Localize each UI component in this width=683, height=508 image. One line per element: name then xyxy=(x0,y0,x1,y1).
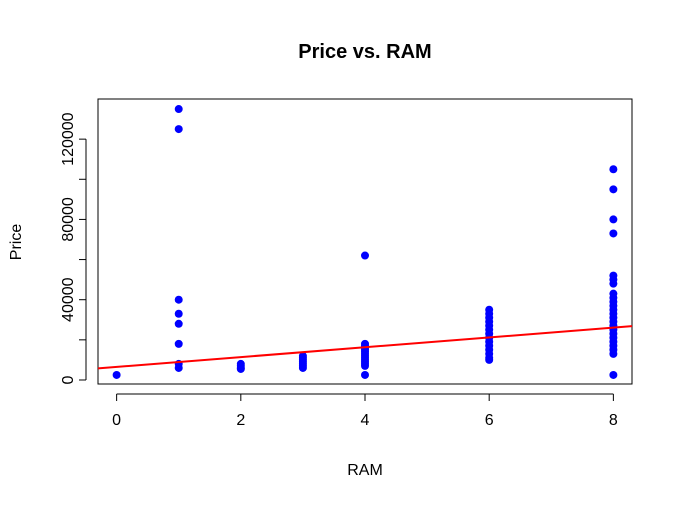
chart-title: Price vs. RAM xyxy=(298,41,431,63)
data-point xyxy=(174,105,183,114)
y-tick-label: 40000 xyxy=(60,277,77,322)
data-point xyxy=(609,165,618,174)
data-point xyxy=(361,370,369,379)
regression-line xyxy=(97,325,633,370)
data-point xyxy=(609,229,618,238)
data-point xyxy=(361,361,369,370)
x-tick-label: 6 xyxy=(485,412,494,429)
data-point xyxy=(174,339,183,348)
x-tick-label: 2 xyxy=(236,412,245,429)
data-point xyxy=(361,251,369,260)
data-point xyxy=(112,370,121,379)
data-point xyxy=(174,319,183,328)
data-point xyxy=(174,363,183,372)
data-point xyxy=(174,309,183,318)
y-tick-label: 120000 xyxy=(60,112,77,165)
data-point xyxy=(236,364,245,373)
x-tick-label: 8 xyxy=(609,412,618,429)
data-point xyxy=(609,370,618,379)
x-axis: 0 2 4 6 8 xyxy=(112,393,618,429)
x-tick-label: 0 xyxy=(112,412,121,429)
data-point xyxy=(609,279,618,288)
data-point xyxy=(174,295,183,304)
y-tick-label: 80000 xyxy=(60,197,77,242)
data-point xyxy=(609,185,618,194)
regression-line-group xyxy=(97,325,633,370)
data-point xyxy=(609,349,618,358)
data-points xyxy=(112,105,618,379)
y-axis: 0 40000 80000 120000 xyxy=(60,112,87,384)
data-point xyxy=(174,125,183,134)
x-tick-label: 4 xyxy=(361,412,370,429)
x-axis-label: RAM xyxy=(347,462,383,479)
data-point xyxy=(609,215,618,224)
y-tick-label: 0 xyxy=(60,375,77,384)
y-axis-label: Price xyxy=(8,224,25,261)
plot-frame xyxy=(97,98,633,385)
data-point xyxy=(298,363,307,372)
data-point xyxy=(485,355,494,364)
